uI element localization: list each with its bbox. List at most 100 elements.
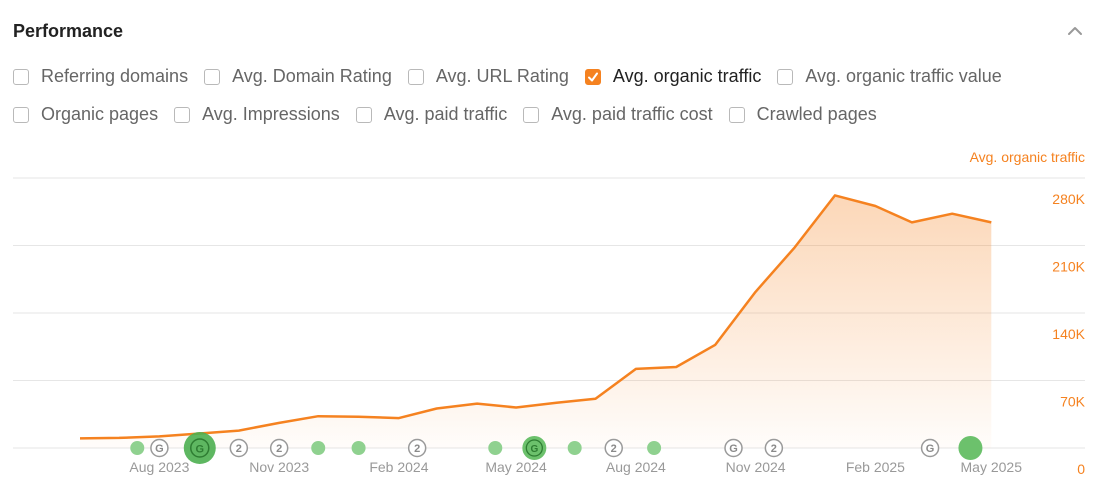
marker-dot[interactable] [311,441,326,455]
metric-option-label: Avg. organic traffic value [805,66,1002,86]
google-icon: G [155,443,164,455]
annotation-marker[interactable]: 2 [604,438,623,458]
y-axis-ticks: 0 70K 140K 210K 280K [1052,191,1085,477]
marker-dot-large[interactable] [958,436,983,460]
checkbox[interactable] [523,106,540,123]
metric-option-avg-organic-traffic[interactable]: Avg. organic traffic [584,66,762,87]
marker-count: 2 [236,443,242,455]
x-tick-label: Aug 2023 [129,459,189,475]
annotation-marker[interactable] [958,436,983,460]
annotation-marker[interactable]: 2 [229,438,249,458]
metric-options-row-2: Organic pages Avg. Impressions Avg. paid… [13,104,893,125]
metric-option-avg-impressions[interactable]: Avg. Impressions [174,104,340,125]
google-icon-glyph: G [195,444,204,456]
google-update-marker[interactable] [724,438,743,458]
update-count-marker[interactable] [229,438,249,458]
series-label: Avg. organic traffic [970,149,1085,165]
marker-dot[interactable] [567,441,582,455]
annotation-marker[interactable]: G [920,438,940,458]
annotation-marker[interactable] [311,441,326,455]
metric-option-avg-domain-rating[interactable]: Avg. Domain Rating [204,66,392,87]
checkbox[interactable] [728,106,745,123]
google-icon: G [729,443,738,455]
metric-option-label: Avg. paid traffic cost [551,104,713,124]
checkbox[interactable] [204,68,221,85]
x-axis-ticks: Aug 2023 Nov 2023 Feb 2024 May 2024 Aug 2024… [129,459,1022,475]
metric-option-label: Avg. paid traffic [383,104,508,124]
annotation-marker[interactable]: 2 [269,438,289,458]
panel-title: Performance [13,21,124,41]
x-tick-label: Nov 2023 [249,459,309,475]
update-count-marker[interactable] [604,438,623,458]
checkmark-icon [587,72,598,81]
organic-traffic-chart: G G 2 2 2 G 2 G 2 G Aug 2023 Nov 2023 Feb 2024 May 2… [13,149,1086,477]
metric-option-label: Avg. organic traffic [612,66,762,86]
google-icon: G [926,443,935,455]
metric-option-avg-paid-traffic[interactable]: Avg. paid traffic [355,104,508,125]
annotation-marker[interactable] [647,441,662,455]
annotation-marker[interactable]: 2 [407,438,427,458]
collapse-chevron-icon[interactable] [1066,22,1084,40]
marker-dot[interactable] [130,441,145,455]
google-update-marker[interactable] [150,438,169,458]
annotation-marker[interactable] [488,441,503,455]
annotation-marker[interactable] [567,441,582,455]
metric-option-label: Organic pages [41,104,159,124]
x-tick-label: Nov 2024 [726,459,786,475]
checkbox[interactable] [174,106,191,123]
marker-dot[interactable] [351,441,366,455]
metric-option-label: Avg. Domain Rating [232,66,392,86]
google-icon-glyph: G [530,444,538,455]
traffic-line [79,194,992,440]
traffic-area [80,195,992,448]
marker-dot[interactable] [647,441,662,455]
annotation-marker[interactable] [130,441,145,455]
annotation-marker[interactable]: G [183,432,216,464]
metric-options-row-1: Referring domains Avg. Domain Rating Avg… [13,66,1018,87]
metric-option-label: Avg. Impressions [202,104,340,124]
annotation-marker[interactable]: G [724,438,743,458]
annotation-marker[interactable] [351,441,366,455]
checkbox[interactable] [13,68,29,85]
checkbox[interactable] [13,106,29,123]
checkbox-checked[interactable] [584,68,601,85]
y-tick-label: 0 [1077,461,1085,477]
marker-count: 2 [414,443,420,455]
marker-count: 2 [771,443,777,455]
metric-option-avg-paid-traffic-cost[interactable]: Avg. paid traffic cost [523,104,713,125]
metric-option-avg-url-rating[interactable]: Avg. URL Rating [407,66,569,87]
update-count-marker[interactable] [764,438,784,458]
marker-count: 2 [276,443,282,455]
checkbox[interactable] [407,68,424,85]
metric-option-avg-organic-traffic-value[interactable]: Avg. organic traffic value [777,66,1002,87]
metric-option-label: Crawled pages [756,104,877,124]
google-icon [190,438,210,458]
x-tick-label: May 2025 [961,459,1023,475]
x-tick-label: May 2024 [485,459,547,475]
y-tick-label: 280K [1052,191,1085,207]
x-tick-label: Aug 2024 [606,459,666,475]
marker-count: 2 [611,443,617,455]
checkbox[interactable] [355,106,372,123]
annotation-marker[interactable]: G [150,438,169,458]
y-tick-label: 140K [1052,326,1085,342]
annotation-markers: G G 2 2 2 G 2 G 2 G [130,432,983,464]
x-tick-label: Feb 2024 [369,459,428,475]
annotation-marker[interactable]: 2 [764,438,784,458]
update-count-marker[interactable] [407,438,427,458]
checkbox[interactable] [777,68,794,85]
panel-header: Performance [13,18,1086,44]
metric-option-crawled-pages[interactable]: Crawled pages [728,104,877,125]
metric-option-label: Avg. URL Rating [435,66,569,86]
update-count-marker[interactable] [269,438,289,458]
google-icon [525,439,543,457]
metric-option-organic-pages[interactable]: Organic pages [13,104,158,125]
y-tick-label: 210K [1052,259,1085,275]
metric-option-referring-domains[interactable]: Referring domains [13,66,188,87]
google-update-large-marker[interactable] [183,432,216,464]
metric-option-label: Referring domains [41,66,189,86]
annotation-marker[interactable]: G [522,436,547,460]
x-tick-label: Feb 2025 [846,459,905,475]
google-update-marker[interactable] [920,438,940,458]
marker-dot[interactable] [488,441,503,455]
